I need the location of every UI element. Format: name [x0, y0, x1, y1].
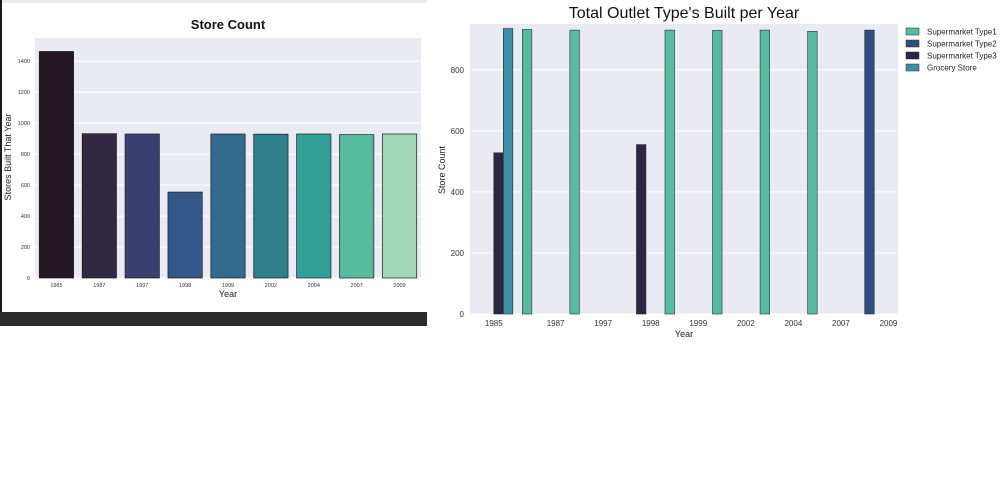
legend-swatch	[905, 63, 920, 72]
x-tick-label: 2007	[832, 319, 850, 328]
store-count-chart: Store Count Year Stores Built That Year …	[3, 17, 421, 299]
y-tick-label: 400	[451, 188, 465, 197]
x-tick-label: 1987	[547, 319, 565, 328]
bar-1997-0	[569, 29, 580, 315]
bar-1998-2	[636, 144, 647, 315]
plot-area	[470, 24, 898, 314]
bar-2009-1	[864, 29, 875, 315]
bar-1985-3	[502, 28, 514, 315]
x-axis-label: Year	[219, 289, 237, 299]
y-tick-label: 800	[451, 66, 465, 75]
y-tick-label: 600	[451, 127, 465, 136]
legend-swatch	[905, 27, 920, 36]
x-tick-label: 2004	[784, 319, 802, 328]
bar-2004-0	[759, 29, 770, 315]
panel-left-border	[0, 0, 2, 312]
bar-1985-2	[493, 152, 504, 315]
y-tick-label: 1200	[18, 90, 30, 96]
y-tick-label: 200	[451, 249, 465, 258]
x-tick-label: 1997	[136, 283, 148, 289]
y-tick-label: 800	[21, 152, 30, 158]
x-tick-label: 1999	[222, 283, 234, 289]
legend-label: Supermarket Type3	[927, 52, 997, 61]
bar-2007-0	[807, 31, 818, 315]
bar-1998	[167, 191, 203, 279]
chart-title: Total Outlet Type's Built per Year	[569, 5, 800, 22]
bar-2002-0	[712, 30, 723, 315]
bar-1987-0	[522, 29, 533, 315]
y-axis-label: Store Count	[437, 145, 447, 194]
x-tick-label: 1985	[50, 283, 62, 289]
y-tick-label: 0	[27, 276, 30, 282]
y-tick-label: 0	[460, 310, 465, 319]
x-tick-label: 1998	[642, 319, 660, 328]
x-tick-label: 2009	[880, 319, 898, 328]
x-tick-label: 2004	[308, 283, 320, 289]
panel-scrollbar[interactable]	[0, 312, 427, 326]
bar-2007	[339, 134, 375, 279]
x-axis-label: Year	[675, 329, 693, 339]
y-tick-label: 1400	[18, 59, 30, 65]
legend-swatch	[905, 51, 920, 60]
y-tick-label: 600	[21, 183, 30, 189]
x-tick-label: 1997	[594, 319, 612, 328]
bar-1999	[210, 133, 246, 279]
x-tick-label: 1998	[179, 283, 191, 289]
bar-1999-0	[664, 29, 675, 315]
x-tick-label: 2009	[393, 283, 405, 289]
legend-label: Grocery Store	[927, 64, 977, 73]
x-tick-label: 2007	[351, 283, 363, 289]
bar-1997	[124, 133, 160, 279]
bar-1985	[38, 51, 74, 279]
bar-2002	[253, 133, 289, 279]
x-tick-label: 2002	[265, 283, 277, 289]
panel-top-border	[0, 0, 427, 3]
y-tick-label: 200	[21, 245, 30, 251]
x-tick-label: 1985	[485, 319, 503, 328]
y-tick-label: 400	[21, 214, 30, 220]
y-axis-label: Stores Built That Year	[3, 114, 13, 201]
bar-1987	[81, 133, 117, 279]
x-tick-label: 1987	[93, 283, 105, 289]
bar-2009	[382, 133, 418, 279]
legend-label: Supermarket Type1	[927, 28, 997, 37]
outlet-type-chart: Total Outlet Type's Built per Year Year …	[437, 5, 997, 339]
x-tick-label: 1999	[689, 319, 707, 328]
legend-swatch	[905, 39, 920, 48]
left-chart-panel: Store Count Year Stores Built That Year …	[0, 0, 427, 326]
chart-title: Store Count	[191, 17, 266, 32]
bar-2004	[296, 133, 332, 279]
y-tick-label: 1000	[18, 121, 30, 127]
x-tick-label: 2002	[737, 319, 755, 328]
legend: Supermarket Type1 Supermarket Type2 Superm…	[905, 27, 997, 73]
legend-label: Supermarket Type2	[927, 40, 997, 49]
